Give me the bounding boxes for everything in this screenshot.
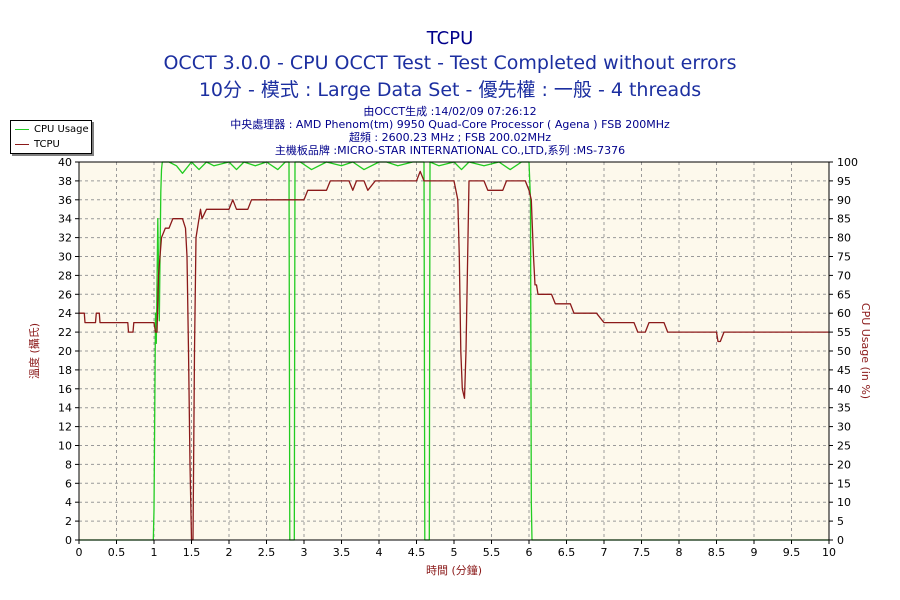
legend-item-cpu-usage: CPU Usage bbox=[15, 122, 89, 136]
y-tick-label-right: 100 bbox=[837, 156, 858, 169]
info-cpu: 中央處理器 : AMD Phenom(tm) 9950 Quad-Core Pr… bbox=[230, 118, 670, 131]
x-tick-label: 8.5 bbox=[708, 546, 726, 559]
y-tick-label-right: 30 bbox=[837, 421, 851, 434]
y-tick-label-right: 85 bbox=[837, 213, 851, 226]
y-tick-label-right: 80 bbox=[837, 232, 851, 245]
y-tick-label-right: 90 bbox=[837, 194, 851, 207]
y-tick-label-left: 6 bbox=[65, 477, 72, 490]
x-tick-label: 9 bbox=[751, 546, 758, 559]
y-tick-label-left: 4 bbox=[65, 496, 72, 509]
x-tick-label: 2.5 bbox=[258, 546, 276, 559]
y-tick-label-left: 38 bbox=[58, 175, 72, 188]
chart-title: TCPU bbox=[426, 28, 474, 49]
plot-border bbox=[78, 161, 830, 541]
x-tick-label: 2 bbox=[226, 546, 233, 559]
y-tick-label-right: 70 bbox=[837, 269, 851, 282]
x-tick-label: 1 bbox=[151, 546, 158, 559]
y-tick-label-left: 32 bbox=[58, 232, 72, 245]
y-tick-label-right: 95 bbox=[837, 175, 851, 188]
x-tick-label: 3.5 bbox=[333, 546, 351, 559]
x-tick-label: 6.5 bbox=[558, 546, 576, 559]
x-tick-label: 10 bbox=[822, 546, 836, 559]
x-tick-label: 0 bbox=[76, 546, 83, 559]
y-tick-label-left: 30 bbox=[58, 251, 72, 264]
x-tick-label: 5.5 bbox=[483, 546, 501, 559]
x-tick-label: 5 bbox=[451, 546, 458, 559]
y-axis-title-left: 溫度 (攝氏) bbox=[27, 323, 41, 379]
y-tick-label-right: 55 bbox=[837, 326, 851, 339]
y-tick-label-left: 22 bbox=[58, 326, 72, 339]
x-axis-title: 時間 (分鐘) bbox=[426, 563, 482, 577]
y-tick-label-left: 2 bbox=[65, 515, 72, 528]
y-tick-label-right: 50 bbox=[837, 345, 851, 358]
chart-subtitle-mode: 10分 - 模式 : Large Data Set - 優先權 : 一般 - 4… bbox=[198, 79, 702, 101]
x-tick-label: 3 bbox=[301, 546, 308, 559]
y-tick-label-right: 60 bbox=[837, 307, 851, 320]
y-tick-label-right: 25 bbox=[837, 440, 851, 453]
y-tick-label-left: 28 bbox=[58, 269, 72, 282]
y-tick-label-left: 40 bbox=[58, 156, 72, 169]
x-tick-label: 6 bbox=[526, 546, 533, 559]
y-tick-label-left: 10 bbox=[58, 440, 72, 453]
info-motherboard: 主機板品牌 :MICRO-STAR INTERNATIONAL CO.,LTD,… bbox=[274, 144, 626, 157]
y-tick-label-right: 75 bbox=[837, 251, 851, 264]
x-tick-label: 9.5 bbox=[783, 546, 801, 559]
y-tick-label-left: 14 bbox=[58, 402, 72, 415]
x-tick-label: 1.5 bbox=[183, 546, 201, 559]
series-cpu-usage bbox=[79, 161, 829, 541]
y-tick-label-left: 12 bbox=[58, 421, 72, 434]
y-tick-label-right: 40 bbox=[837, 383, 851, 396]
legend-swatch-cpu-usage bbox=[15, 128, 29, 130]
x-tick-label: 0.5 bbox=[108, 546, 126, 559]
y-axis-title-right: CPU Usage (in %) bbox=[859, 303, 872, 399]
info-generated: 由OCCT生成 :14/02/09 07:26:12 bbox=[363, 105, 537, 118]
legend-label-cpu-usage: CPU Usage bbox=[34, 123, 89, 135]
y-tick-label-left: 26 bbox=[58, 288, 72, 301]
legend-item-tcpu: TCPU bbox=[15, 137, 60, 151]
y-tick-label-left: 20 bbox=[58, 345, 72, 358]
x-tick-label: 8 bbox=[676, 546, 683, 559]
y-tick-label-right: 10 bbox=[837, 496, 851, 509]
x-tick-label: 4 bbox=[376, 546, 383, 559]
x-tick-label: 4.5 bbox=[408, 546, 426, 559]
chart-legend: CPU Usage TCPU bbox=[10, 120, 92, 154]
y-tick-label-left: 24 bbox=[58, 307, 72, 320]
y-tick-label-left: 36 bbox=[58, 194, 72, 207]
y-tick-label-left: 18 bbox=[58, 364, 72, 377]
y-tick-label-left: 8 bbox=[65, 458, 72, 471]
legend-label-tcpu: TCPU bbox=[34, 138, 60, 150]
y-tick-label-left: 0 bbox=[65, 534, 72, 547]
x-tick-label: 7 bbox=[601, 546, 608, 559]
y-tick-label-right: 20 bbox=[837, 458, 851, 471]
chart-subtitle-test: OCCT 3.0.0 - CPU OCCT Test - Test Comple… bbox=[163, 52, 737, 74]
y-tick-label-left: 16 bbox=[58, 383, 72, 396]
y-tick-label-right: 65 bbox=[837, 288, 851, 301]
y-tick-label-right: 35 bbox=[837, 402, 851, 415]
info-clock: 超頻 : 2600.23 MHz ; FSB 200.02MHz bbox=[348, 131, 552, 144]
legend-swatch-tcpu bbox=[15, 143, 29, 145]
x-tick-label: 7.5 bbox=[633, 546, 651, 559]
y-tick-label-left: 34 bbox=[58, 213, 72, 226]
y-tick-label-right: 0 bbox=[837, 534, 844, 547]
series-tcpu bbox=[79, 170, 829, 541]
y-tick-label-right: 45 bbox=[837, 364, 851, 377]
y-tick-label-right: 5 bbox=[837, 515, 844, 528]
y-tick-label-right: 15 bbox=[837, 477, 851, 490]
